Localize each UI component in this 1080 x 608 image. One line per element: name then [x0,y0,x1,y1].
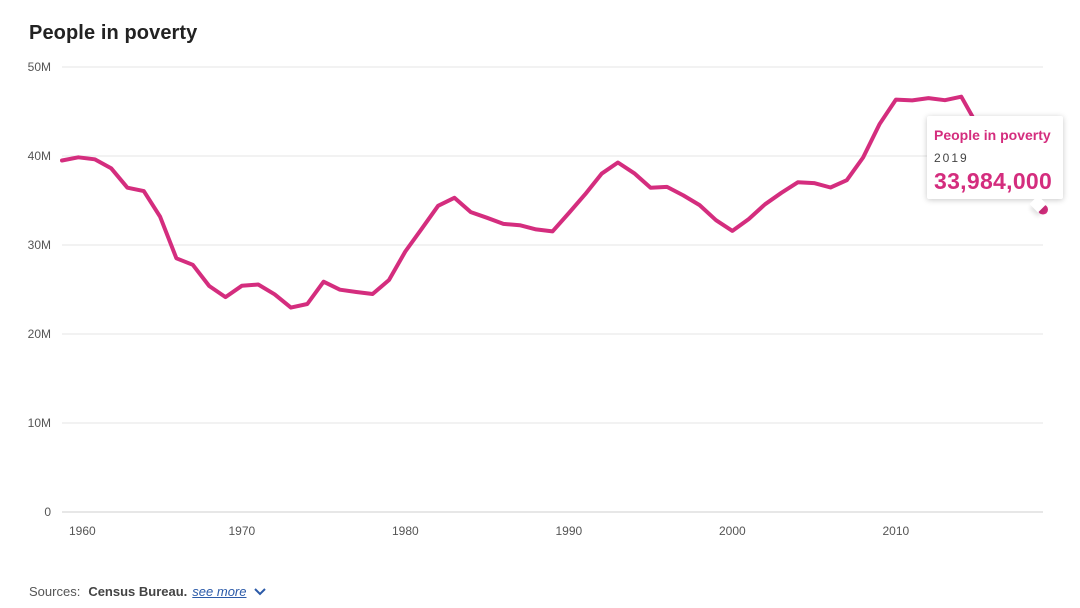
x-tick-label: 2000 [719,524,746,538]
x-tick-label: 1990 [555,524,582,538]
x-tick-label: 1980 [392,524,419,538]
source-name: Census Bureau. [88,584,188,599]
y-tick-label: 10M [28,416,51,430]
value-tooltip: People in poverty 2019 33,984,000 [927,116,1063,213]
tooltip-value: 33,984,000 [934,168,1053,194]
y-tick-label: 40M [28,149,51,163]
chart-footer: Sources: Census Bureau. see more [29,584,267,599]
chart-title: People in poverty [29,22,198,44]
x-tick-label: 1970 [228,524,255,538]
x-tick-label: 1960 [69,524,96,538]
sources-label: Sources: [29,584,81,599]
series-line-people-in-poverty [60,94,980,310]
y-tick-label: 0 [44,505,51,519]
see-more-link[interactable]: see more [192,584,247,599]
tooltip-year: 2019 [934,151,969,165]
chevron-down-icon[interactable] [253,587,267,597]
tooltip-series-name: People in poverty [934,127,1051,143]
y-tick-label: 20M [28,327,51,341]
y-tick-label: 30M [28,238,51,252]
x-tick-label: 2010 [882,524,909,538]
poverty-line-chart: 0 10M 20M 30M 40M 50M 1960 1970 1980 1990 2000 201… [28,60,1048,538]
y-tick-label: 50M [28,60,51,74]
